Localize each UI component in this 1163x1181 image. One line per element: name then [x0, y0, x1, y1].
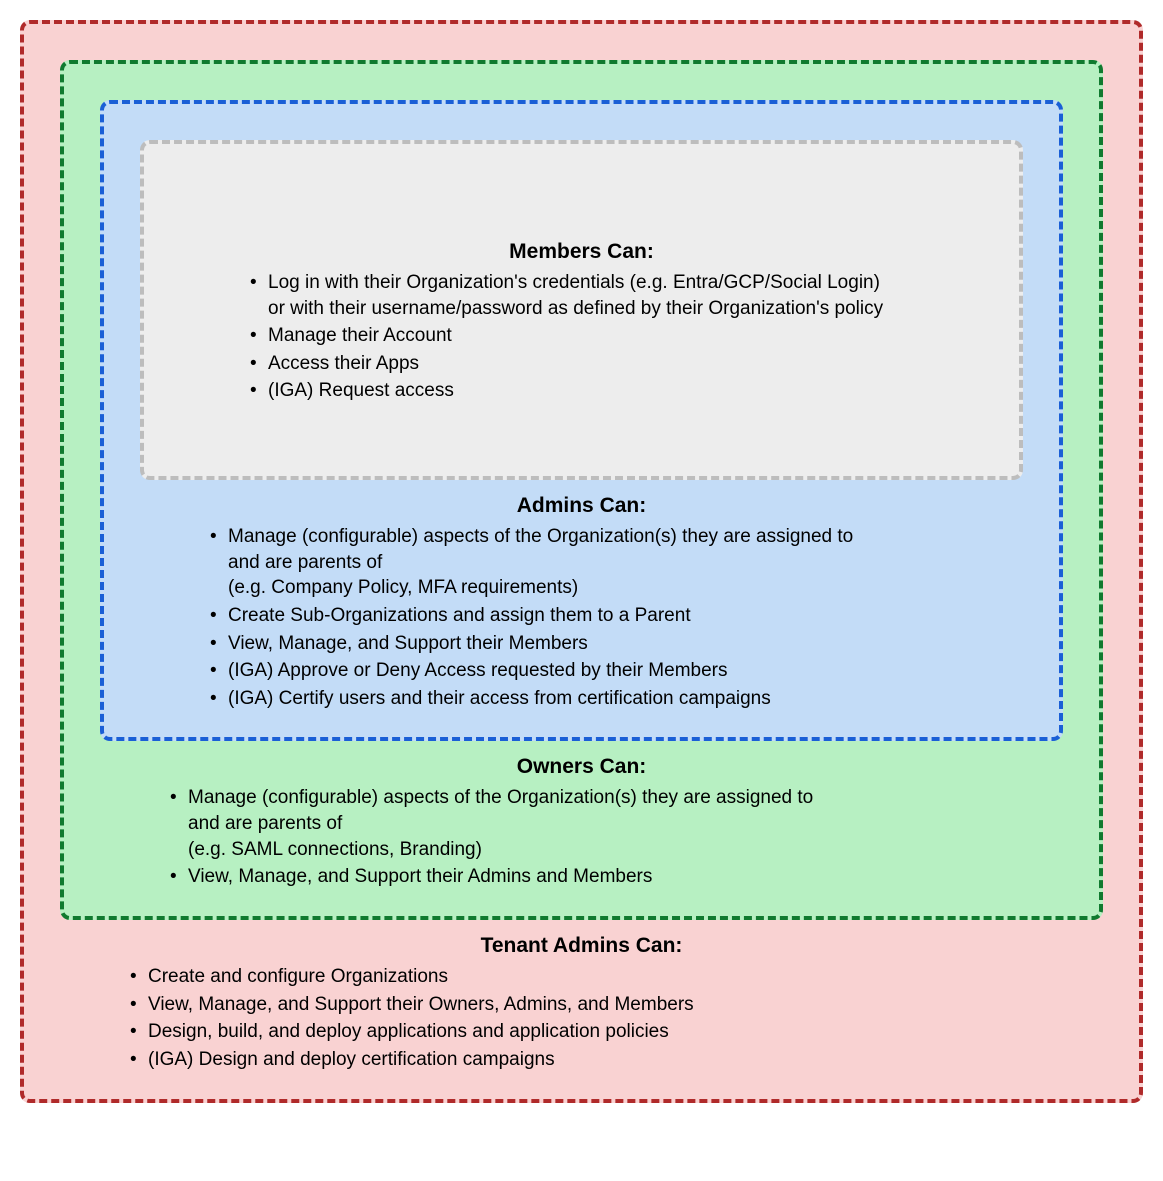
- list-item: Design, build, and deploy applications a…: [130, 1019, 1103, 1045]
- list-item: (IGA) Approve or Deny Access requested b…: [210, 658, 1023, 684]
- list-item: View, Manage, and Support their Owners, …: [130, 992, 1103, 1018]
- list-item: Log in with their Organization's credent…: [250, 270, 983, 321]
- owners-heading: Owners Can:: [100, 755, 1063, 779]
- tenant-admins-list: Create and configure Organizations View,…: [60, 964, 1103, 1073]
- list-item: View, Manage, and Support their Members: [210, 631, 1023, 657]
- admins-list: Manage (configurable) aspects of the Org…: [140, 524, 1023, 711]
- members-list: Log in with their Organization's credent…: [180, 270, 983, 404]
- diagram-canvas: Members Can: Log in with their Organizat…: [0, 0, 1163, 1181]
- tenant-admins-heading: Tenant Admins Can:: [60, 934, 1103, 958]
- members-layer: Members Can: Log in with their Organizat…: [140, 140, 1023, 480]
- members-heading: Members Can:: [180, 240, 983, 264]
- list-item: Access their Apps: [250, 351, 983, 377]
- owners-list: Manage (configurable) aspects of the Org…: [100, 785, 1063, 890]
- list-item: (IGA) Design and deploy certification ca…: [130, 1047, 1103, 1073]
- list-item: Create and configure Organizations: [130, 964, 1103, 990]
- owners-layer: Members Can: Log in with their Organizat…: [60, 60, 1103, 920]
- admins-heading: Admins Can:: [140, 494, 1023, 518]
- list-item: (IGA) Request access: [250, 378, 983, 404]
- tenant-admins-layer: Members Can: Log in with their Organizat…: [20, 20, 1143, 1103]
- list-item: View, Manage, and Support their Admins a…: [170, 864, 1063, 890]
- list-item: (IGA) Certify users and their access fro…: [210, 686, 1023, 712]
- admins-layer: Members Can: Log in with their Organizat…: [100, 100, 1063, 741]
- list-item: Manage (configurable) aspects of the Org…: [210, 524, 1023, 601]
- list-item: Manage their Account: [250, 323, 983, 349]
- list-item: Create Sub-Organizations and assign them…: [210, 603, 1023, 629]
- list-item: Manage (configurable) aspects of the Org…: [170, 785, 1063, 862]
